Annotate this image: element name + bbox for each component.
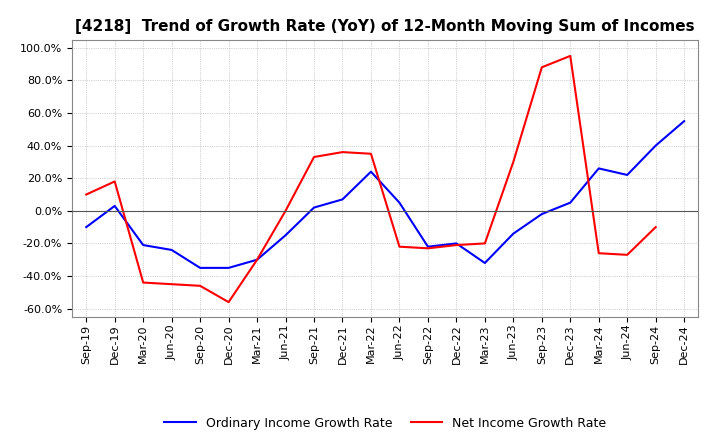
Net Income Growth Rate (310, 154, 318, 160)
Ordinary Income Growth Rate (452, 241, 461, 246)
Net Income Growth Rate (537, 65, 546, 70)
Ordinary Income Growth Rate (566, 200, 575, 205)
Ordinary Income Growth Rate (310, 205, 318, 210)
Net Income Growth Rate (82, 192, 91, 197)
Net Income Growth Rate (595, 250, 603, 256)
Legend: Ordinary Income Growth Rate, Net Income Growth Rate: Ordinary Income Growth Rate, Net Income … (159, 412, 611, 435)
Net Income Growth Rate (423, 246, 432, 251)
Net Income Growth Rate (480, 241, 489, 246)
Ordinary Income Growth Rate (623, 172, 631, 178)
Net Income Growth Rate (338, 150, 347, 155)
Ordinary Income Growth Rate (253, 257, 261, 262)
Net Income Growth Rate (652, 224, 660, 230)
Net Income Growth Rate (167, 282, 176, 287)
Net Income Growth Rate (253, 257, 261, 262)
Ordinary Income Growth Rate (595, 166, 603, 171)
Ordinary Income Growth Rate (225, 265, 233, 271)
Ordinary Income Growth Rate (82, 224, 91, 230)
Net Income Growth Rate (225, 300, 233, 305)
Ordinary Income Growth Rate (509, 231, 518, 236)
Net Income Growth Rate (566, 53, 575, 59)
Ordinary Income Growth Rate (395, 200, 404, 205)
Net Income Growth Rate (395, 244, 404, 249)
Net Income Growth Rate (110, 179, 119, 184)
Line: Net Income Growth Rate: Net Income Growth Rate (86, 56, 656, 302)
Ordinary Income Growth Rate (338, 197, 347, 202)
Net Income Growth Rate (509, 159, 518, 165)
Net Income Growth Rate (139, 280, 148, 285)
Ordinary Income Growth Rate (480, 260, 489, 266)
Net Income Growth Rate (366, 151, 375, 156)
Net Income Growth Rate (282, 208, 290, 213)
Net Income Growth Rate (623, 252, 631, 257)
Ordinary Income Growth Rate (537, 212, 546, 217)
Ordinary Income Growth Rate (680, 118, 688, 124)
Net Income Growth Rate (196, 283, 204, 289)
Ordinary Income Growth Rate (282, 233, 290, 238)
Ordinary Income Growth Rate (366, 169, 375, 174)
Title: [4218]  Trend of Growth Rate (YoY) of 12-Month Moving Sum of Incomes: [4218] Trend of Growth Rate (YoY) of 12-… (76, 19, 695, 34)
Ordinary Income Growth Rate (652, 143, 660, 148)
Line: Ordinary Income Growth Rate: Ordinary Income Growth Rate (86, 121, 684, 268)
Net Income Growth Rate (452, 242, 461, 248)
Ordinary Income Growth Rate (196, 265, 204, 271)
Ordinary Income Growth Rate (423, 244, 432, 249)
Ordinary Income Growth Rate (167, 247, 176, 253)
Ordinary Income Growth Rate (110, 203, 119, 209)
Ordinary Income Growth Rate (139, 242, 148, 248)
